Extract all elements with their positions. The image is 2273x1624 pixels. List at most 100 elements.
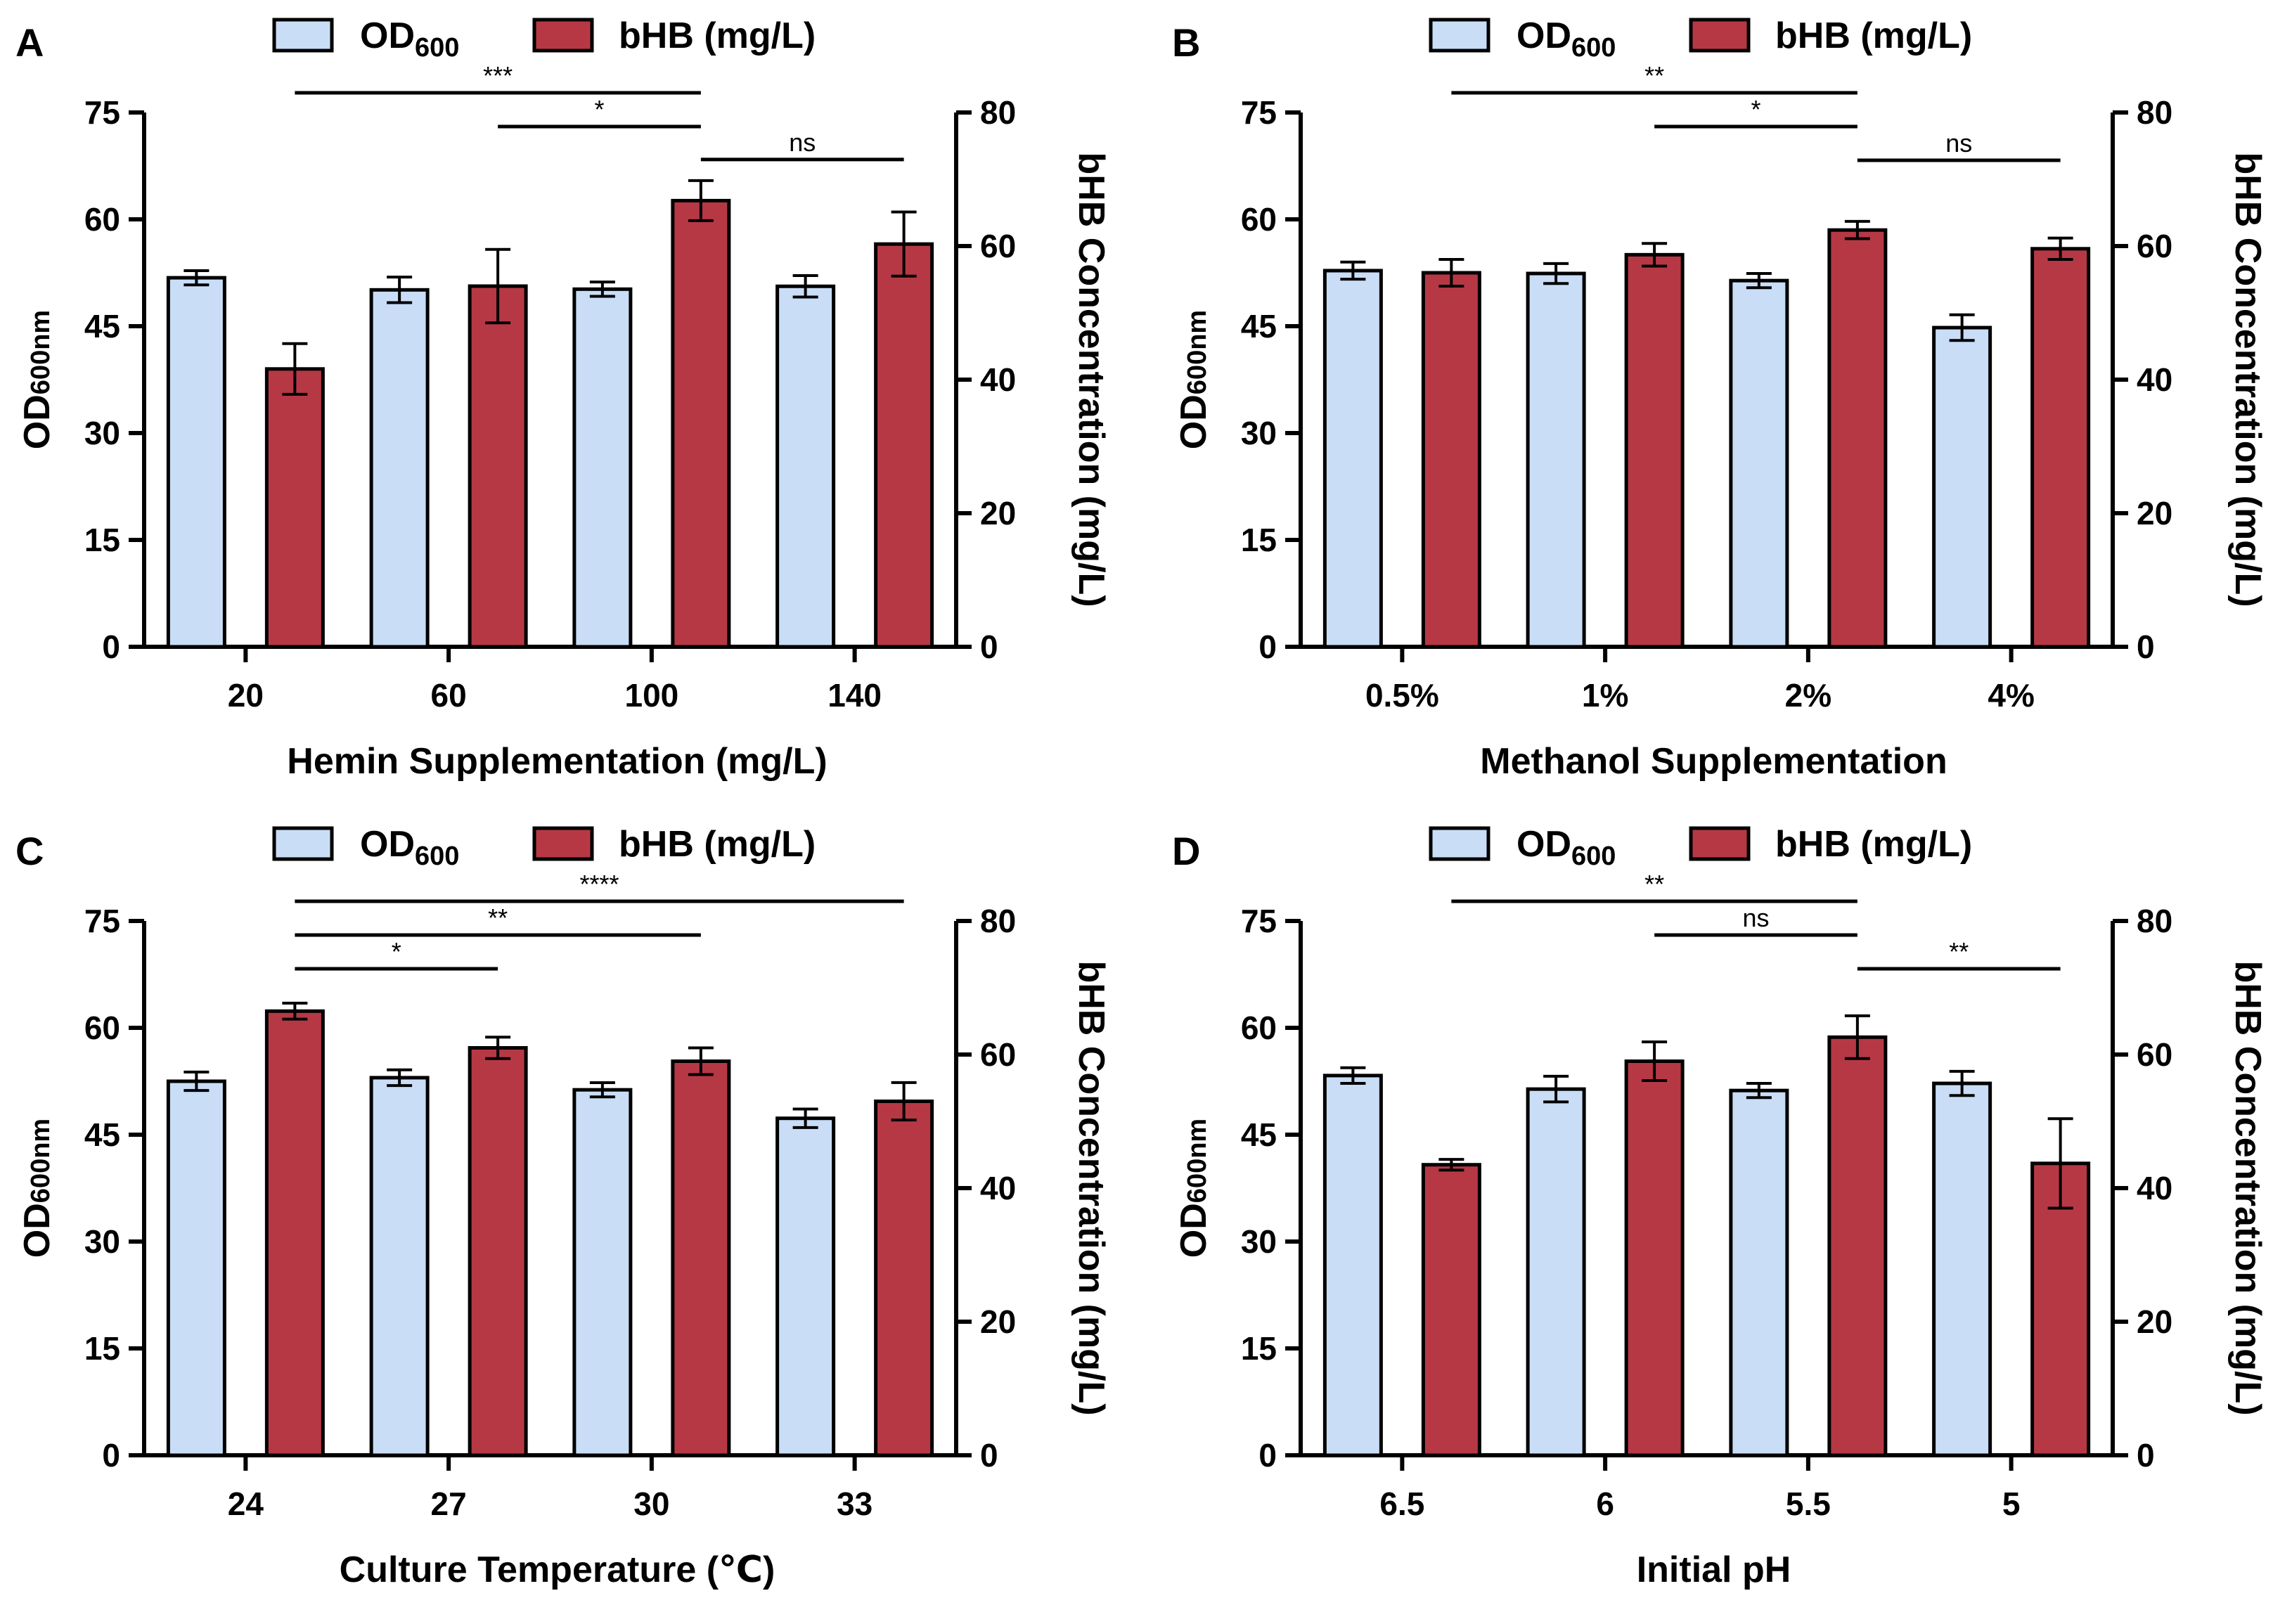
right-tick-label: 20 — [2137, 495, 2172, 531]
right-axis-title: bHB Concentration (mg/L) — [2227, 152, 2268, 607]
right-tick-label: 60 — [2137, 228, 2172, 264]
legend: OD600 bHB (mg/L) — [1429, 15, 1972, 63]
legend-label-od: OD600 — [1517, 824, 1616, 871]
left-tick-label: 15 — [1241, 522, 1277, 558]
left-tick-label: 60 — [1241, 201, 1277, 238]
panel-letter: D — [1172, 829, 1200, 873]
bar-od — [572, 287, 633, 649]
significance-label: ** — [1644, 870, 1664, 898]
left-tick-label: 75 — [1241, 903, 1277, 939]
legend-swatch-od — [1429, 18, 1490, 53]
left-tick-label: 15 — [1241, 1330, 1277, 1367]
x-tick-label: 0.5% — [1365, 677, 1439, 714]
significance-label: ns — [1742, 903, 1769, 932]
bar-od — [1932, 1081, 1992, 1457]
legend-label-bhb: bHB (mg/L) — [619, 15, 816, 56]
bar-od — [775, 284, 836, 649]
left-tick-label: 30 — [84, 1223, 120, 1260]
legend-label-od: OD600 — [360, 824, 459, 871]
legend-swatch-bhb — [532, 826, 594, 861]
left-tick-label: 75 — [1241, 94, 1277, 131]
legend: OD600 bHB (mg/L) — [1429, 824, 1972, 871]
significance-label: ** — [1644, 61, 1664, 90]
left-tick-label: 75 — [84, 94, 120, 131]
bar-bhb — [2030, 247, 2091, 649]
left-axis-title: OD600nm — [1173, 310, 1214, 449]
right-tick-label: 80 — [980, 903, 1016, 939]
left-tick-label: 45 — [1241, 308, 1277, 344]
left-axis-title: OD600nm — [17, 1119, 58, 1258]
panel-letter: A — [15, 20, 44, 65]
bar-bhb — [2030, 1161, 2091, 1457]
right-tick-label: 60 — [980, 1036, 1016, 1073]
legend-swatch-od — [272, 826, 334, 861]
right-tick-label: 60 — [980, 228, 1016, 264]
bar-od — [775, 1116, 836, 1457]
left-tick-label: 15 — [84, 1330, 120, 1367]
significance-label: ** — [488, 903, 508, 932]
bar-od — [1729, 278, 1789, 649]
significance-label: ns — [1945, 129, 1972, 157]
x-tick-label: 33 — [837, 1486, 873, 1522]
right-tick-label: 0 — [980, 1437, 998, 1474]
x-tick-label: 27 — [431, 1486, 467, 1522]
bar-bhb — [671, 198, 731, 649]
left-tick-label: 60 — [84, 201, 120, 238]
bar-bhb — [874, 1100, 934, 1457]
x-tick-label: 140 — [828, 677, 882, 714]
bar-od — [572, 1088, 633, 1457]
x-tick-label: 100 — [625, 677, 679, 714]
right-tick-label: 0 — [980, 629, 998, 665]
significance-label: * — [1751, 95, 1760, 124]
right-tick-label: 20 — [2137, 1303, 2172, 1340]
bar-bhb — [671, 1059, 731, 1457]
right-axis-title: bHB Concentration (mg/L) — [2227, 960, 2268, 1415]
legend-label-od: OD600 — [1517, 15, 1616, 63]
left-tick-label: 75 — [84, 903, 120, 939]
legend-swatch-bhb — [532, 18, 594, 53]
bar-od — [1322, 269, 1383, 649]
significance-label: *** — [483, 61, 513, 90]
legend-label-bhb: bHB (mg/L) — [619, 824, 816, 865]
right-tick-label: 80 — [2137, 94, 2172, 131]
legend-swatch-od — [1429, 826, 1490, 861]
bar-od — [1526, 1087, 1586, 1457]
left-tick-label: 30 — [84, 415, 120, 451]
bar-bhb — [264, 1009, 325, 1457]
left-tick-label: 45 — [84, 308, 120, 344]
right-tick-label: 40 — [980, 1170, 1016, 1206]
x-tick-label: 6.5 — [1379, 1486, 1424, 1522]
left-tick-label: 60 — [84, 1010, 120, 1046]
left-axis-title: OD600nm — [17, 310, 58, 449]
right-axis-title: bHB Concentration (mg/L) — [1071, 960, 1112, 1415]
legend: OD600 bHB (mg/L) — [272, 824, 816, 871]
x-tick-label: 24 — [228, 1486, 264, 1522]
right-axis-title: bHB Concentration (mg/L) — [1071, 152, 1112, 607]
x-tick-label: 5.5 — [1786, 1486, 1831, 1522]
bar-od — [1932, 326, 1992, 649]
right-tick-label: 60 — [2137, 1036, 2172, 1073]
x-axis-title: Culture Temperature (℃) — [340, 1549, 775, 1590]
left-tick-label: 30 — [1241, 1223, 1277, 1260]
left-tick-label: 0 — [102, 1437, 120, 1474]
right-tick-label: 40 — [2137, 361, 2172, 398]
bar-od — [1526, 271, 1586, 649]
right-tick-label: 0 — [2137, 629, 2155, 665]
bar-bhb — [1421, 271, 1481, 649]
x-axis-title: Initial pH — [1637, 1549, 1791, 1590]
x-axis-title: Methanol Supplementation — [1480, 741, 1947, 782]
significance-label: * — [594, 95, 604, 124]
bar-bhb — [1827, 1035, 1888, 1457]
legend-swatch-bhb — [1689, 826, 1751, 861]
bar-od — [166, 276, 226, 649]
right-tick-label: 20 — [980, 1303, 1016, 1340]
bar-bhb — [874, 242, 934, 649]
x-axis-title: Hemin Supplementation (mg/L) — [287, 741, 827, 782]
bar-bhb — [468, 1046, 528, 1457]
right-tick-label: 40 — [980, 361, 1016, 398]
left-tick-label: 30 — [1241, 415, 1277, 451]
x-tick-label: 1% — [1582, 677, 1628, 714]
left-tick-label: 45 — [84, 1116, 120, 1153]
bar-od — [166, 1079, 226, 1457]
